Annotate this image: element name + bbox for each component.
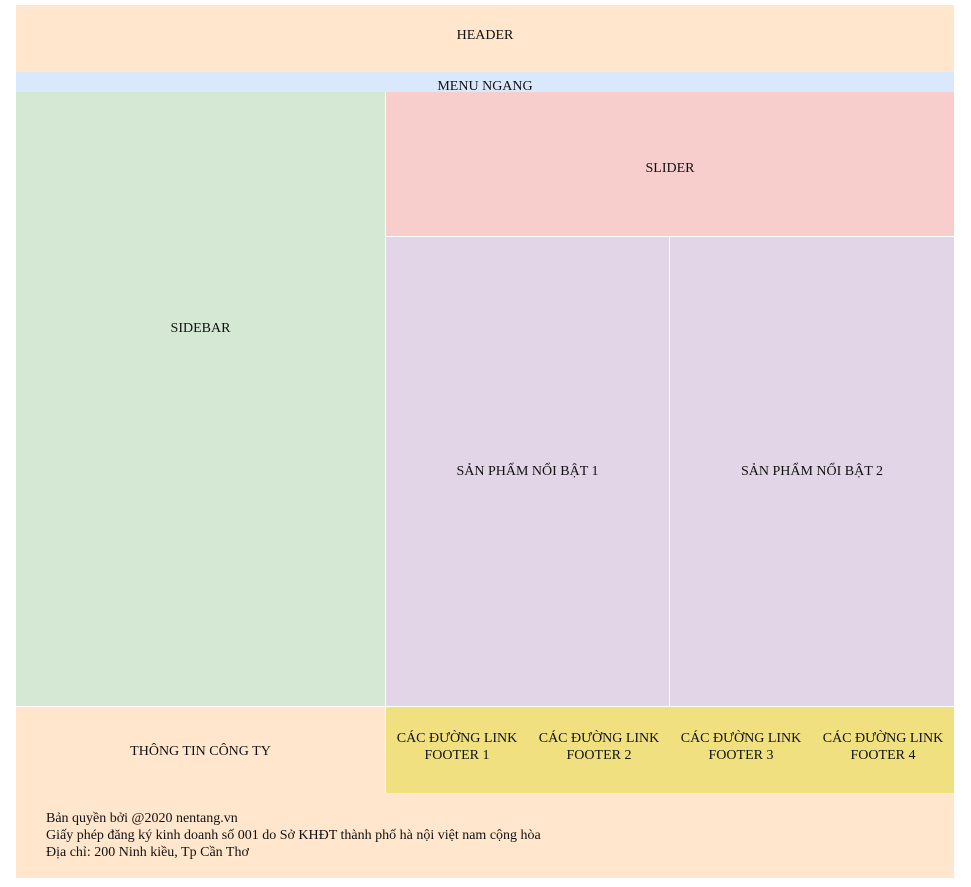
featured-product-1-label: SẢN PHẨM NỔI BẬT 1: [456, 464, 599, 479]
address-text: Địa chỉ: 200 Ninh kiều, Tp Cần Thơ: [46, 845, 249, 860]
business-license-text: Giấy phép đăng ký kinh doanh số 001 do S…: [46, 828, 541, 843]
sidebar-label: SIDEBAR: [170, 320, 231, 336]
footer-link-2-line2: FOOTER 2: [566, 748, 632, 763]
footer-links-group: CÁC ĐƯỜNG LINK FOOTER 1 CÁC ĐƯỜNG LINK F…: [386, 707, 954, 793]
footer-link-2-line1: CÁC ĐƯỜNG LINK: [538, 731, 660, 746]
footer-link-3-line1: CÁC ĐƯỜNG LINK: [680, 731, 802, 746]
slider-block[interactable]: SLIDER: [386, 92, 954, 236]
featured-product-1[interactable]: SẢN PHẨM NỔI BẬT 1: [386, 237, 669, 706]
company-info-block: THÔNG TIN CÔNG TY: [16, 707, 385, 793]
footer-link-3-line2: FOOTER 3: [708, 748, 774, 763]
footer-link-4-line2: FOOTER 4: [850, 748, 916, 763]
header-block: HEADER: [16, 5, 954, 72]
footer-link-1-line2: FOOTER 1: [424, 748, 490, 763]
horizontal-menu[interactable]: MENU NGANG: [16, 72, 954, 94]
featured-product-2[interactable]: SẢN PHẨM NỔI BẬT 2: [670, 237, 954, 706]
copyright-footer: Bản quyền bởi @2020 nentang.vn Giấy phép…: [16, 793, 954, 878]
copyright-text: Bản quyền bởi @2020 nentang.vn: [46, 811, 238, 826]
page-layout: HEADER MENU NGANG SIDEBAR SLIDER SẢN PHẨ…: [16, 5, 954, 878]
footer-link-1[interactable]: CÁC ĐƯỜNG LINK FOOTER 1: [386, 707, 528, 793]
footer-link-4[interactable]: CÁC ĐƯỜNG LINK FOOTER 4: [812, 707, 954, 793]
featured-product-2-label: SẢN PHẨM NỔI BẬT 2: [740, 464, 884, 479]
footer-link-1-line1: CÁC ĐƯỜNG LINK: [396, 731, 518, 746]
footer-link-3[interactable]: CÁC ĐƯỜNG LINK FOOTER 3: [670, 707, 812, 793]
company-info-label: THÔNG TIN CÔNG TY: [130, 743, 271, 759]
slider-label: SLIDER: [645, 160, 695, 176]
footer-link-2[interactable]: CÁC ĐƯỜNG LINK FOOTER 2: [528, 707, 670, 793]
menu-label: MENU NGANG: [437, 78, 533, 94]
footer-link-4-line1: CÁC ĐƯỜNG LINK: [822, 731, 944, 746]
header-label: HEADER: [456, 28, 514, 43]
sidebar-block: SIDEBAR: [16, 92, 385, 706]
